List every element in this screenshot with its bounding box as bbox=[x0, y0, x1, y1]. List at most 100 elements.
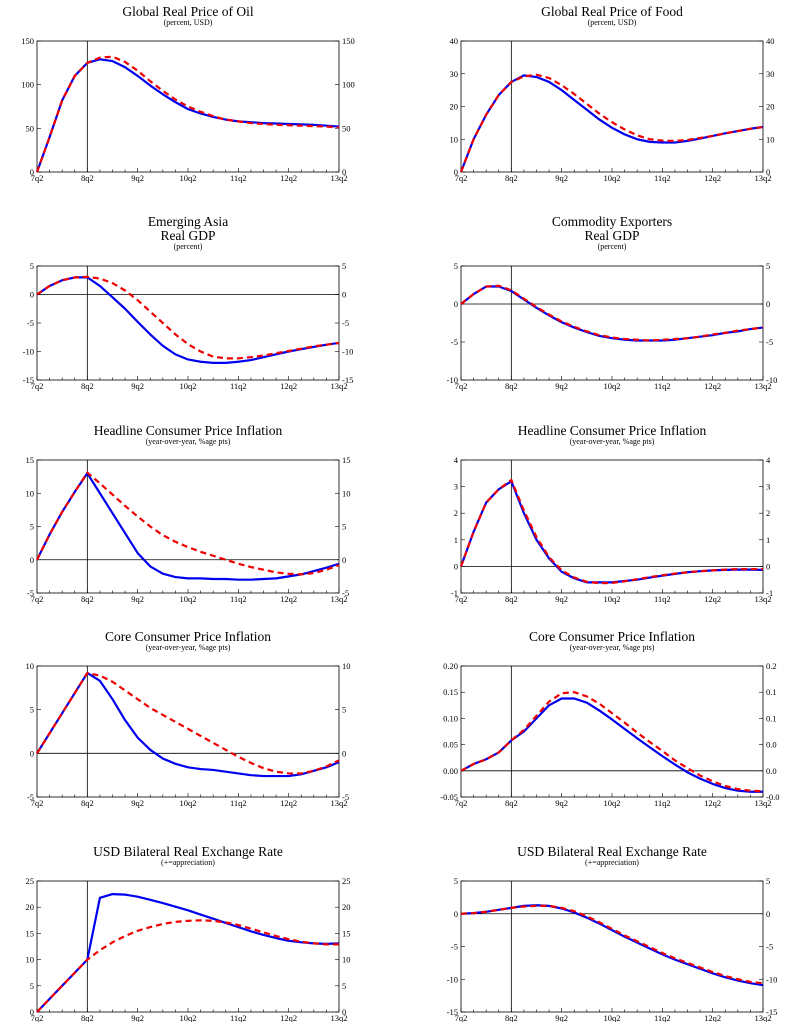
x-tick-label: 9q2 bbox=[131, 594, 144, 604]
x-tick-label: 13q2 bbox=[755, 798, 772, 808]
y-tick-label-left: -15 bbox=[23, 375, 34, 385]
y-tick-label-left: 150 bbox=[21, 36, 34, 46]
series-line-dashed bbox=[459, 478, 763, 585]
y-tick-label-left: -0.05 bbox=[440, 792, 458, 802]
y-tick-label-right: -5 bbox=[766, 942, 773, 952]
series-line-solid bbox=[36, 892, 340, 1013]
x-tick-label: 7q2 bbox=[31, 381, 44, 391]
y-tick-label-left: -5 bbox=[451, 942, 458, 952]
y-tick-label-left: 0 bbox=[30, 1007, 34, 1017]
chart-panel: Core Consumer Price Inflation(year-over-… bbox=[440, 629, 779, 808]
y-tick-label-left: -1 bbox=[451, 588, 458, 598]
y-tick-label-right: 30 bbox=[766, 69, 775, 79]
x-tick-label: 13q2 bbox=[331, 798, 348, 808]
y-tick-label-right: 100 bbox=[342, 80, 355, 90]
x-tick-label: 11q2 bbox=[230, 798, 247, 808]
x-tick-label: 9q2 bbox=[131, 1013, 144, 1022]
x-tick-label: 13q2 bbox=[755, 1013, 772, 1022]
series-line-solid bbox=[460, 285, 764, 342]
chart-title: Headline Consumer Price Inflation bbox=[94, 423, 283, 438]
x-tick-label: 8q2 bbox=[505, 1013, 518, 1022]
x-tick-label: 11q2 bbox=[230, 594, 247, 604]
x-tick-label: 9q2 bbox=[131, 381, 144, 391]
y-tick-label-left: 1 bbox=[454, 535, 458, 545]
y-tick-label-left: 20 bbox=[450, 102, 459, 112]
chart-title-line2: Real GDP bbox=[584, 228, 639, 243]
y-tick-label-left: 0 bbox=[30, 748, 34, 758]
y-tick-label-right: -10 bbox=[766, 375, 777, 385]
series-line-solid bbox=[36, 472, 340, 581]
y-tick-label-left: 10 bbox=[26, 488, 35, 498]
chart-subtitle: (+=appreciation) bbox=[161, 858, 215, 867]
y-tick-label-right: -10 bbox=[342, 347, 353, 357]
y-tick-label-left: 0 bbox=[30, 555, 34, 565]
plot-frame bbox=[36, 40, 340, 173]
x-tick-label: 11q2 bbox=[230, 173, 247, 183]
x-tick-label: 8q2 bbox=[81, 798, 94, 808]
x-tick-label: 10q2 bbox=[180, 173, 197, 183]
x-tick-label: 12q2 bbox=[704, 173, 721, 183]
x-tick-label: 9q2 bbox=[131, 173, 144, 183]
y-tick-label-right: 0 bbox=[766, 167, 770, 177]
series-line-dashed bbox=[460, 691, 764, 793]
x-tick-label: 10q2 bbox=[604, 798, 621, 808]
y-tick-label-right: 2 bbox=[766, 508, 770, 518]
plot-frame bbox=[460, 40, 764, 173]
y-tick-label-right: -5 bbox=[766, 337, 773, 347]
y-tick-label-right: -5 bbox=[342, 792, 349, 802]
x-tick-label: 10q2 bbox=[604, 1013, 621, 1022]
x-tick-label: 12q2 bbox=[280, 594, 297, 604]
y-tick-label-left: 5 bbox=[30, 981, 34, 991]
chart-title: Core Consumer Price Inflation bbox=[529, 629, 695, 644]
y-tick-label-right: 10 bbox=[342, 661, 351, 671]
x-tick-label: 12q2 bbox=[704, 798, 721, 808]
y-tick-label-left: 0.15 bbox=[443, 687, 458, 697]
x-tick-label: 12q2 bbox=[280, 1013, 297, 1022]
y-tick-label-left: 0 bbox=[30, 167, 34, 177]
x-tick-label: 7q2 bbox=[455, 798, 468, 808]
x-tick-label: 8q2 bbox=[81, 381, 94, 391]
y-tick-label-left: 0 bbox=[454, 299, 458, 309]
y-tick-label-right: 20 bbox=[766, 102, 775, 112]
x-tick-label: 10q2 bbox=[604, 594, 621, 604]
y-tick-label-left: 20 bbox=[26, 902, 35, 912]
x-tick-label: 8q2 bbox=[81, 173, 94, 183]
chart-title: Commodity Exporters bbox=[552, 214, 672, 229]
y-tick-label-right: 3 bbox=[766, 482, 770, 492]
chart-subtitle: (year-over-year, %age pts) bbox=[570, 437, 655, 446]
x-tick-label: 11q2 bbox=[654, 798, 671, 808]
y-tick-label-right: 0.2 bbox=[766, 661, 777, 671]
x-tick-label: 10q2 bbox=[180, 594, 197, 604]
x-tick-label: 9q2 bbox=[555, 173, 568, 183]
chart-panel: Global Real Price of Food(percent, USD) 7… bbox=[450, 4, 775, 183]
chart-subtitle: (year-over-year, %age pts) bbox=[146, 643, 231, 652]
chart-subtitle: (percent) bbox=[174, 242, 203, 251]
y-tick-label-left: -10 bbox=[23, 347, 34, 357]
chart-title: Global Real Price of Food bbox=[541, 4, 683, 19]
x-tick-label: 11q2 bbox=[654, 594, 671, 604]
y-tick-label-left: -10 bbox=[447, 974, 458, 984]
y-tick-label-right: 4 bbox=[766, 455, 771, 465]
x-tick-label: 7q2 bbox=[31, 1013, 44, 1022]
y-tick-label-right: 0 bbox=[342, 290, 346, 300]
plot-frame bbox=[460, 665, 764, 798]
y-tick-label-left: -5 bbox=[27, 792, 34, 802]
series-line-solid bbox=[460, 697, 763, 793]
y-tick-label-right: -5 bbox=[342, 318, 349, 328]
x-tick-label: 12q2 bbox=[280, 798, 297, 808]
x-tick-label: 13q2 bbox=[331, 594, 348, 604]
plot-frame bbox=[36, 265, 340, 381]
plot-frame bbox=[460, 880, 764, 1013]
series-line-dashed bbox=[36, 671, 340, 775]
x-tick-label: 8q2 bbox=[505, 173, 518, 183]
y-tick-label-right: 40 bbox=[766, 36, 775, 46]
y-tick-label-left: 3 bbox=[454, 482, 458, 492]
y-tick-label-left: 30 bbox=[450, 69, 459, 79]
x-tick-label: 8q2 bbox=[505, 381, 518, 391]
x-tick-label: 7q2 bbox=[455, 173, 468, 183]
chart-title-line2: Real GDP bbox=[160, 228, 215, 243]
chart-subtitle: (percent) bbox=[598, 242, 627, 251]
x-tick-label: 7q2 bbox=[455, 594, 468, 604]
x-tick-label: 7q2 bbox=[31, 173, 44, 183]
